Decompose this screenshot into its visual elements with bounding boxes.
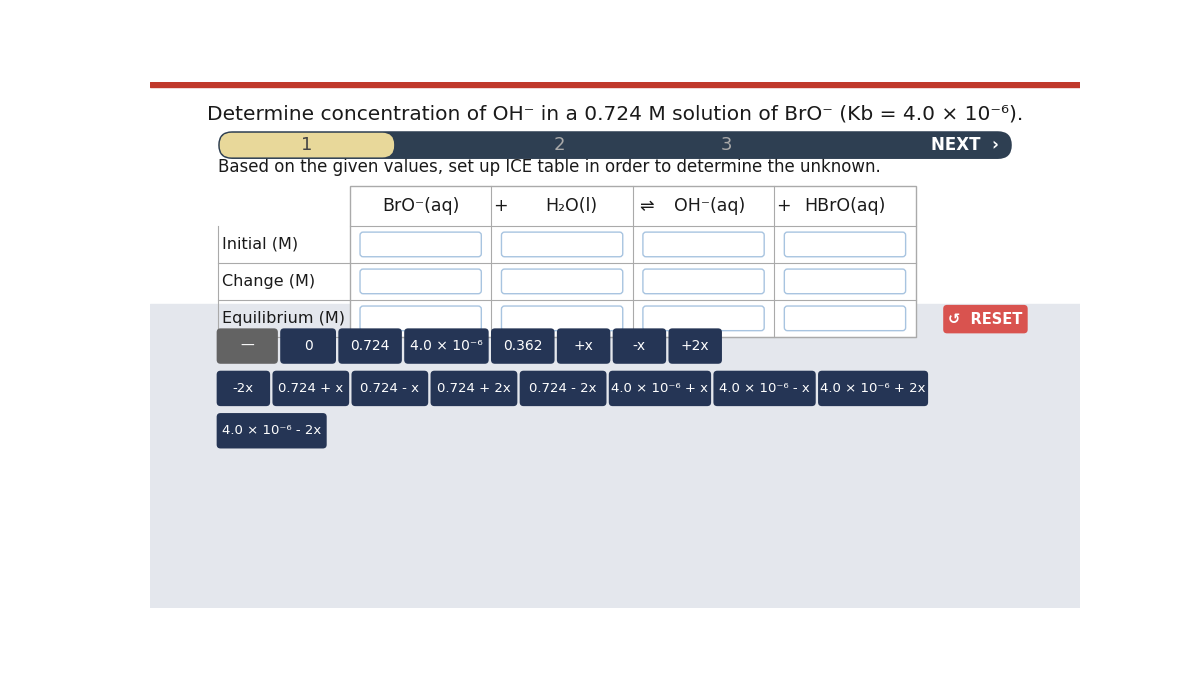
Text: BrO⁻(aq): BrO⁻(aq) — [382, 197, 460, 215]
FancyBboxPatch shape — [714, 371, 816, 406]
Text: 0.362: 0.362 — [503, 339, 542, 353]
Text: 1: 1 — [301, 136, 313, 154]
Text: +: + — [493, 197, 508, 215]
Bar — [150, 82, 1080, 87]
Text: 2: 2 — [553, 136, 565, 154]
FancyBboxPatch shape — [520, 371, 606, 406]
FancyBboxPatch shape — [217, 329, 278, 364]
FancyBboxPatch shape — [502, 306, 623, 331]
FancyBboxPatch shape — [218, 131, 1012, 159]
Text: -2x: -2x — [233, 382, 254, 395]
Text: 4.0 × 10⁻⁶ - x: 4.0 × 10⁻⁶ - x — [719, 382, 810, 395]
Text: Initial (M): Initial (M) — [222, 237, 298, 252]
FancyBboxPatch shape — [785, 269, 906, 294]
Text: Equilibrium (M): Equilibrium (M) — [222, 311, 346, 326]
Text: 3: 3 — [720, 136, 732, 154]
FancyBboxPatch shape — [360, 232, 481, 257]
Text: OH⁻(aq): OH⁻(aq) — [674, 197, 745, 215]
FancyBboxPatch shape — [338, 329, 402, 364]
FancyBboxPatch shape — [404, 329, 488, 364]
Bar — [150, 304, 1080, 608]
Text: 4.0 × 10⁻⁶ - 2x: 4.0 × 10⁻⁶ - 2x — [222, 424, 322, 437]
Text: Change (M): Change (M) — [222, 274, 316, 289]
FancyBboxPatch shape — [220, 133, 394, 157]
FancyBboxPatch shape — [491, 329, 554, 364]
FancyBboxPatch shape — [502, 269, 623, 294]
Text: 0.724 - 2x: 0.724 - 2x — [529, 382, 596, 395]
Text: 4.0 × 10⁻⁶ + 2x: 4.0 × 10⁻⁶ + 2x — [821, 382, 926, 395]
Text: 4.0 × 10⁻⁶ + x: 4.0 × 10⁻⁶ + x — [612, 382, 708, 395]
Text: +x: +x — [574, 339, 594, 353]
Text: Determine concentration of OH⁻ in a 0.724 M solution of BrO⁻ (Kb = 4.0 × 10⁻⁶).: Determine concentration of OH⁻ in a 0.72… — [206, 104, 1024, 124]
Text: 0.724 + x: 0.724 + x — [278, 382, 343, 395]
Text: -x: -x — [632, 339, 646, 353]
FancyBboxPatch shape — [818, 371, 928, 406]
Text: H₂O(l): H₂O(l) — [545, 197, 598, 215]
FancyBboxPatch shape — [643, 269, 764, 294]
Text: 0.724 + 2x: 0.724 + 2x — [437, 382, 511, 395]
FancyBboxPatch shape — [643, 306, 764, 331]
FancyBboxPatch shape — [643, 232, 764, 257]
FancyBboxPatch shape — [360, 269, 481, 294]
FancyBboxPatch shape — [360, 306, 481, 331]
FancyBboxPatch shape — [281, 329, 336, 364]
Text: NEXT  ›: NEXT › — [931, 136, 1000, 154]
Text: 4.0 × 10⁻⁶: 4.0 × 10⁻⁶ — [410, 339, 482, 353]
Text: 0.724: 0.724 — [350, 339, 390, 353]
Text: 0.724 - x: 0.724 - x — [360, 382, 419, 395]
Bar — [350, 186, 916, 337]
Text: +2x: +2x — [680, 339, 709, 353]
Text: ↺  RESET: ↺ RESET — [948, 311, 1022, 326]
FancyBboxPatch shape — [272, 371, 349, 406]
FancyBboxPatch shape — [785, 306, 906, 331]
FancyBboxPatch shape — [557, 329, 611, 364]
FancyBboxPatch shape — [668, 329, 722, 364]
FancyBboxPatch shape — [785, 232, 906, 257]
Text: 0: 0 — [304, 339, 312, 353]
FancyBboxPatch shape — [943, 305, 1027, 333]
FancyBboxPatch shape — [217, 413, 326, 449]
Text: Based on the given values, set up ICE table in order to determine the unknown.: Based on the given values, set up ICE ta… — [218, 158, 881, 176]
FancyBboxPatch shape — [502, 232, 623, 257]
Text: —: — — [240, 339, 254, 353]
FancyBboxPatch shape — [613, 329, 666, 364]
FancyBboxPatch shape — [431, 371, 517, 406]
FancyBboxPatch shape — [608, 371, 712, 406]
FancyBboxPatch shape — [217, 371, 270, 406]
FancyBboxPatch shape — [352, 371, 428, 406]
Text: ⇌: ⇌ — [640, 197, 654, 215]
Text: HBrO(aq): HBrO(aq) — [804, 197, 886, 215]
Text: +: + — [776, 197, 791, 215]
